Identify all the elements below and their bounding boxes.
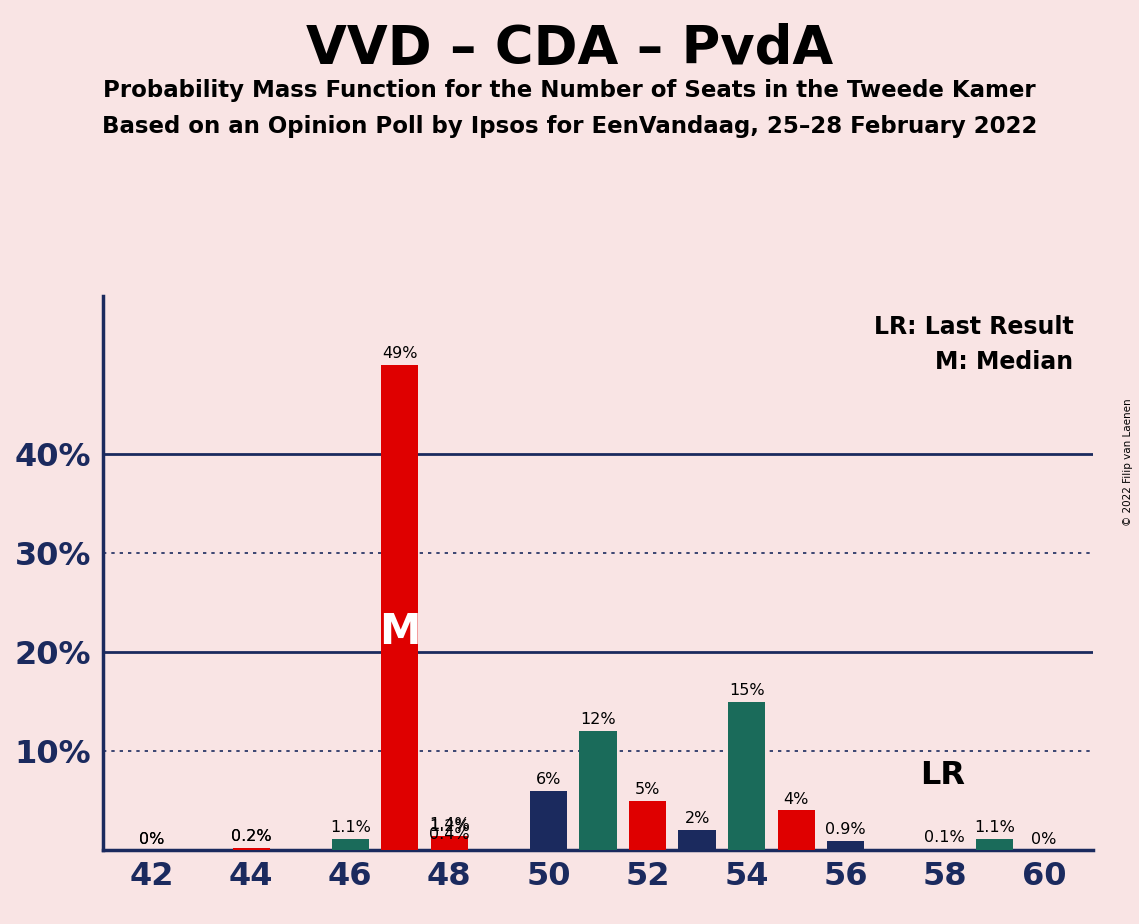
Text: 0.2%: 0.2% [231, 829, 271, 845]
Text: VVD – CDA – PvdA: VVD – CDA – PvdA [306, 23, 833, 75]
Bar [431, 846, 468, 850]
Text: M: M [379, 612, 420, 653]
Text: Based on an Opinion Poll by Ipsos for EenVandaag, 25–28 February 2022: Based on an Opinion Poll by Ipsos for Ee… [101, 116, 1038, 139]
Text: 4%: 4% [784, 792, 809, 807]
Text: Probability Mass Function for the Number of Seats in the Tweede Kamer: Probability Mass Function for the Number… [104, 79, 1035, 102]
Bar [629, 800, 666, 850]
Bar [778, 810, 814, 850]
Text: 5%: 5% [634, 782, 661, 796]
Text: 0.1%: 0.1% [925, 830, 965, 845]
Bar [728, 701, 765, 850]
Text: 0.2%: 0.2% [231, 829, 271, 845]
Text: 0%: 0% [1031, 833, 1057, 847]
Bar [232, 848, 270, 850]
Bar [827, 841, 865, 850]
Text: LR: Last Result: LR: Last Result [874, 315, 1074, 339]
Bar [580, 731, 616, 850]
Bar [976, 839, 1013, 850]
Bar [331, 839, 369, 850]
Text: 49%: 49% [382, 346, 418, 361]
Text: 0%: 0% [139, 833, 165, 847]
Bar [679, 831, 715, 850]
Text: 0.4%: 0.4% [429, 827, 469, 842]
Text: LR: LR [920, 760, 965, 791]
Bar [232, 848, 270, 850]
Text: 1.1%: 1.1% [974, 821, 1015, 835]
Bar [926, 849, 964, 850]
Bar [431, 838, 468, 850]
Text: 12%: 12% [580, 712, 616, 727]
Text: 1.2%: 1.2% [429, 820, 469, 834]
Text: 0%: 0% [139, 833, 165, 847]
Text: M: Median: M: Median [935, 350, 1074, 374]
Text: 0.9%: 0.9% [826, 822, 866, 837]
Text: 15%: 15% [729, 683, 764, 698]
Text: 1.1%: 1.1% [330, 821, 370, 835]
Text: 6%: 6% [535, 772, 562, 786]
Text: © 2022 Filip van Laenen: © 2022 Filip van Laenen [1123, 398, 1133, 526]
Bar [382, 365, 418, 850]
Bar [530, 791, 567, 850]
Bar [431, 836, 468, 850]
Text: 2%: 2% [685, 811, 710, 826]
Text: 1.4%: 1.4% [429, 817, 469, 833]
